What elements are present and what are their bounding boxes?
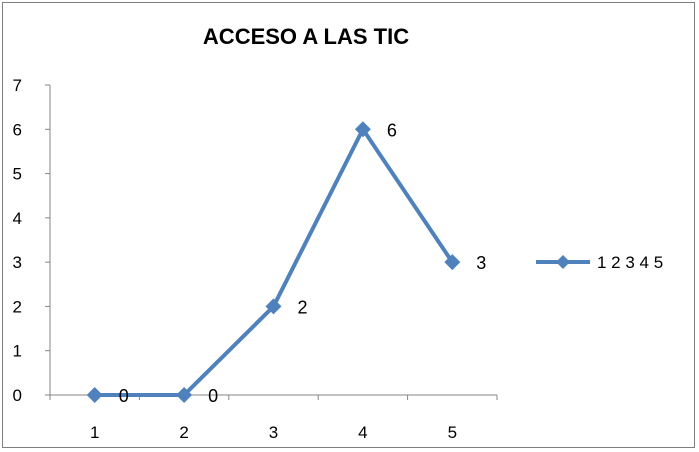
x-tick-label: 5 (448, 423, 457, 442)
y-tick-label: 4 (13, 209, 22, 228)
y-tick-label: 5 (13, 165, 22, 184)
x-tick-label: 1 (90, 423, 99, 442)
x-tick-label: 3 (269, 423, 278, 442)
y-axis-ticks: 0 1 2 3 4 5 6 7 (13, 76, 50, 405)
data-label: 0 (208, 386, 218, 406)
data-label: 0 (119, 386, 129, 406)
series-line (94, 127, 454, 397)
y-tick-label: 1 (13, 342, 22, 361)
y-tick-label: 2 (13, 297, 22, 316)
x-tick-label: 2 (179, 423, 188, 442)
legend-marker (556, 255, 570, 269)
data-labels: 0 0 2 6 3 (119, 120, 487, 406)
data-point-marker (354, 121, 371, 138)
chart-frame (2, 2, 695, 448)
data-point-marker (176, 387, 193, 403)
chart-title: ACCESO A LAS TIC (203, 24, 409, 49)
data-label: 6 (387, 120, 397, 140)
data-point-marker (265, 298, 282, 315)
data-label: 3 (476, 253, 486, 273)
y-tick-label: 3 (13, 253, 22, 272)
series-group (86, 121, 461, 403)
data-point-marker (444, 254, 461, 271)
y-tick-label: 7 (13, 76, 22, 95)
y-tick-label: 0 (13, 386, 22, 405)
chart-axes (49, 85, 497, 396)
legend-label: 1 2 3 4 5 (597, 253, 663, 272)
data-point-marker (86, 387, 103, 403)
y-tick-label: 6 (13, 120, 22, 139)
x-tick-label: 4 (358, 423, 367, 442)
legend: 1 2 3 4 5 (536, 253, 663, 272)
data-label: 2 (298, 297, 308, 317)
x-axis-ticks: 1 2 3 4 5 (49, 395, 498, 442)
